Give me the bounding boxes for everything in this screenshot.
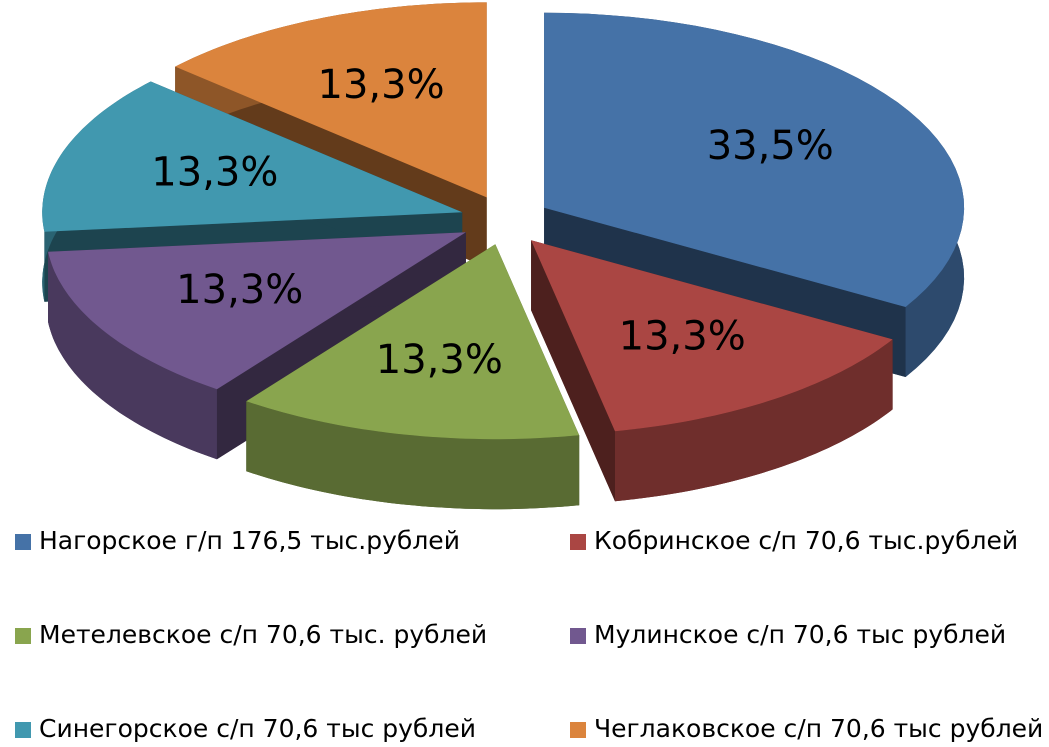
legend-swatch	[570, 722, 586, 738]
legend-label: Кобринское с/п 70,6 тыс.рублей	[594, 526, 1018, 555]
pie-slice	[246, 244, 580, 440]
slice-rim	[246, 401, 580, 510]
legend-swatch	[15, 628, 31, 644]
pie-slice	[175, 2, 487, 198]
legend-label: Нагорское г/п 176,5 тыс.рублей	[39, 526, 460, 555]
data-label: 13,3%	[176, 267, 303, 313]
legend-swatch	[15, 534, 31, 550]
slice: 13,3%	[246, 244, 580, 510]
slice-rim	[48, 251, 217, 460]
data-label: 13,3%	[151, 150, 278, 196]
slice-wall	[531, 240, 615, 502]
legend-label: Синегорское с/п 70,6 тыс рублей	[39, 714, 476, 743]
slice-rim	[615, 339, 893, 502]
legend-swatch	[15, 722, 31, 738]
pie-slice	[531, 240, 893, 432]
slice: 13,3%	[531, 240, 893, 502]
pie-slice	[42, 81, 463, 232]
slice: 33,5%	[544, 12, 965, 377]
legend-swatch	[570, 628, 586, 644]
data-label: 13,3%	[318, 62, 445, 108]
legend-label: Метелевское с/п 70,6 тыс. рублей	[39, 620, 487, 649]
data-label: 33,5%	[707, 123, 834, 169]
legend-label: Мулинское с/п 70,6 тыс рублей	[594, 620, 1006, 649]
legend-label: Чеглаковское с/п 70,6 тыс рублей	[594, 714, 1043, 743]
pie-slice	[48, 232, 466, 390]
pie-slice	[544, 12, 965, 307]
data-label: 13,3%	[619, 314, 746, 360]
legend-swatch	[570, 534, 586, 550]
data-label: 13,3%	[376, 337, 503, 383]
